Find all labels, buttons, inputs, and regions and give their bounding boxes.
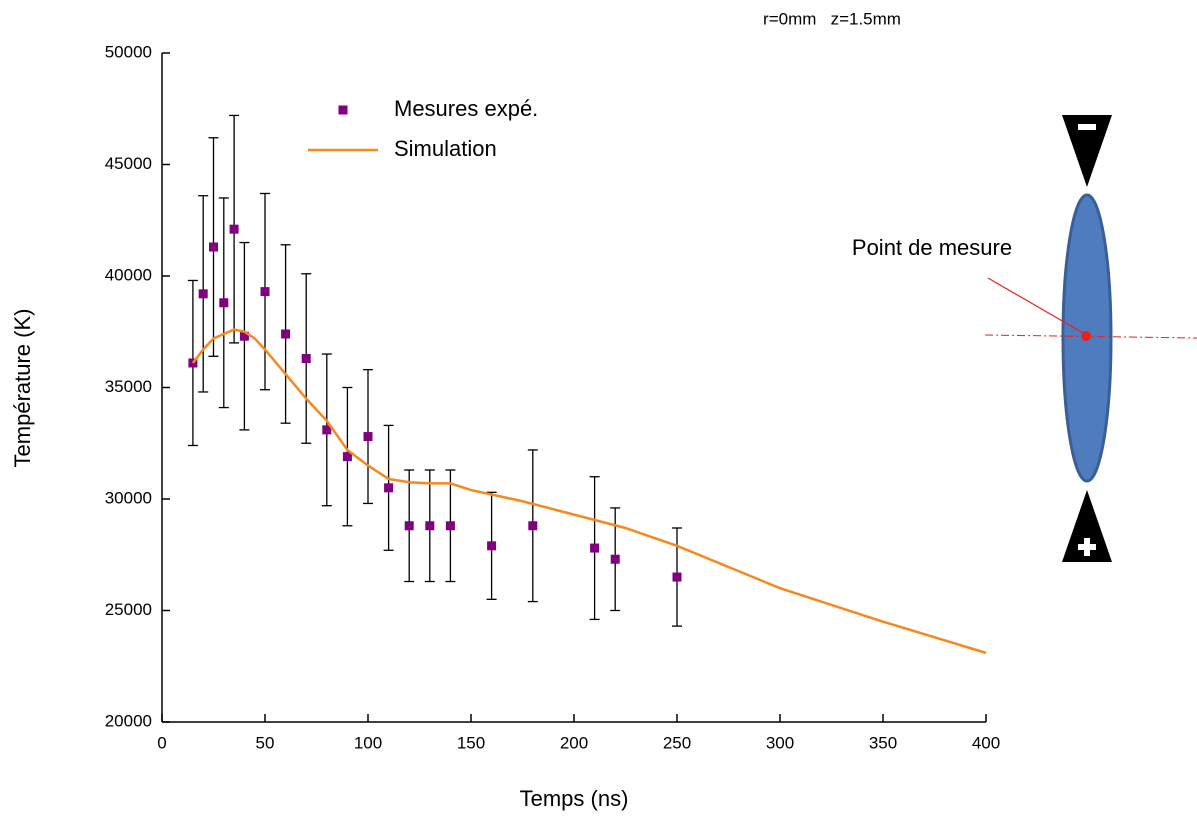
data-point [260, 287, 270, 297]
y-tick-label: 45000 [105, 154, 152, 173]
x-tick-label: 350 [869, 733, 897, 752]
data-point [229, 224, 239, 234]
cathode [1062, 115, 1112, 187]
legend-label: Mesures expé. [394, 96, 538, 121]
diagram-label: Point de mesure [852, 235, 1012, 260]
data-point [528, 521, 538, 531]
x-tick-label: 300 [766, 733, 794, 752]
data-point [322, 425, 332, 435]
x-tick-label: 0 [157, 733, 166, 752]
data-point [342, 452, 352, 462]
y-tick-label: 25000 [105, 600, 152, 619]
data-point [610, 554, 620, 564]
pointer [987, 277, 1084, 334]
annotation: r=0mm z=1.5mm [763, 9, 901, 28]
electrode-diagram: Point de mesure [852, 115, 1197, 562]
data-point [672, 572, 682, 582]
minus-sign [1078, 124, 1096, 130]
data-point [404, 521, 414, 531]
y-tick-label: 35000 [105, 377, 152, 396]
y-axis-label: Température (K) [10, 309, 35, 468]
data-point [363, 432, 373, 442]
y-tick-label: 30000 [105, 488, 152, 507]
y-tick-label: 40000 [105, 265, 152, 284]
x-tick-label: 200 [560, 733, 588, 752]
x-tick-label: 100 [354, 733, 382, 752]
data-point [281, 329, 291, 339]
legend-label: Simulation [394, 136, 497, 161]
plus-sign-v [1084, 538, 1090, 556]
x-tick-label: 150 [457, 733, 485, 752]
data-point [209, 242, 218, 252]
legend-swatch [338, 105, 348, 115]
y-tick-label: 20000 [105, 711, 152, 730]
data-point [384, 483, 394, 493]
data-point [425, 521, 435, 531]
data-point [239, 331, 249, 341]
data-line [191, 328, 987, 655]
data-point [445, 521, 455, 531]
data-point [590, 543, 600, 553]
x-axis-label: Temps (ns) [520, 786, 629, 811]
x-tick-label: 50 [256, 733, 275, 752]
measure-line [984, 334, 1197, 339]
y-tick-label: 50000 [105, 42, 152, 61]
anode [1062, 490, 1112, 562]
data-point [198, 289, 208, 299]
data-point [219, 298, 229, 308]
measure-point [1081, 331, 1091, 341]
data-point [487, 541, 497, 551]
data-point [301, 354, 311, 364]
x-tick-label: 400 [972, 733, 1000, 752]
x-tick-label: 250 [663, 733, 691, 752]
